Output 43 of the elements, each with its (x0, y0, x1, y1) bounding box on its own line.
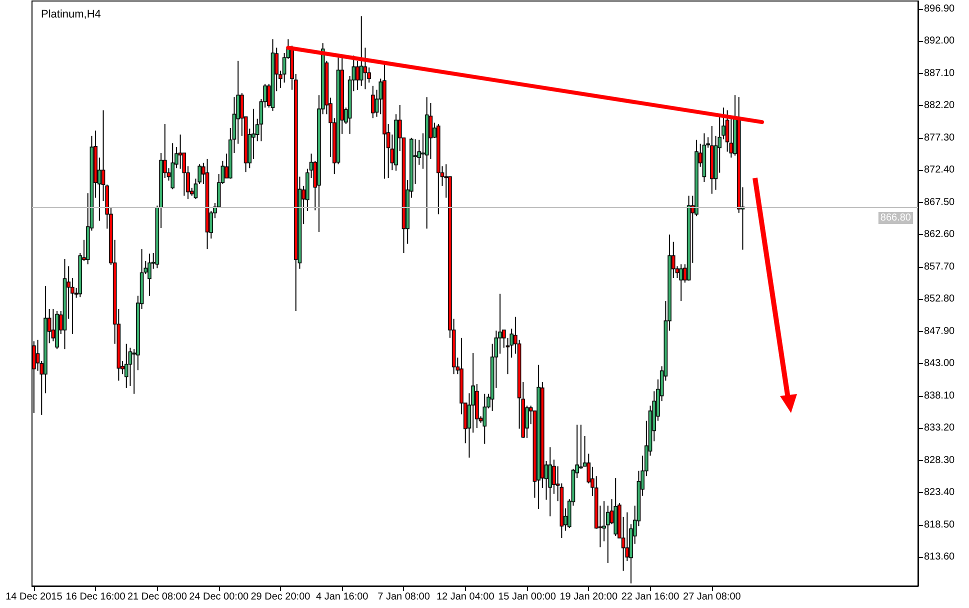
candlestick (548, 446, 552, 517)
x-tick-label: 27 Jan 08:00 (682, 592, 742, 602)
y-tick-label: 828.30 (924, 454, 956, 466)
candlestick (124, 343, 128, 388)
y-tick-label: 892.00 (924, 36, 956, 47)
candlestick (356, 60, 360, 90)
y-tick-label: 857.70 (924, 261, 956, 272)
y-tick-label: 818.50 (924, 519, 956, 530)
candlestick (579, 424, 583, 470)
y-tick-label: 877.30 (924, 132, 956, 144)
y-tick-label: 887.10 (924, 68, 956, 79)
y-tick-label: 852.80 (924, 294, 956, 305)
candlestick (148, 253, 152, 296)
y-tick-label: 833.20 (924, 422, 956, 434)
x-tick-label: 19 Jan 20:00 (560, 592, 618, 602)
y-tick-label: 843.00 (924, 358, 956, 370)
candlestick (178, 134, 182, 170)
y-tick-label: 862.60 (924, 229, 956, 240)
x-tick-label: 29 Dec 20:00 (250, 592, 311, 602)
text: Platinum,H4 (41, 8, 101, 20)
y-tick-label: 813.60 (924, 552, 956, 563)
x-tick-label: 15 Jan 00:00 (498, 592, 556, 602)
x-tick-label: 14 Dec 2015 (6, 592, 63, 602)
y-tick-label: 882.20 (924, 100, 956, 112)
x-tick-label: 7 Jan 08:00 (378, 592, 430, 602)
x-tick-label: 21 Dec 08:00 (127, 592, 188, 602)
y-tick-label: 823.40 (924, 487, 956, 498)
candlestick (428, 102, 433, 160)
x-tick-label: 24 Dec 00:00 (189, 592, 250, 602)
x-tick-label: 4 Jan 16:00 (316, 592, 369, 602)
y-tick-label: 838.10 (924, 390, 956, 402)
candlestick (359, 16, 364, 86)
x-tick-label: 12 Jan 04:00 (436, 592, 495, 602)
candlestick (679, 264, 683, 302)
y-tick-label: 872.40 (924, 164, 956, 176)
x-tick-label: 22 Jan 16:00 (621, 592, 680, 602)
y-tick-label: 867.50 (924, 196, 956, 208)
ref-line-label: 866.80 (880, 212, 912, 224)
y-tick-label: 896.90 (924, 3, 956, 14)
candlestick (482, 393, 487, 444)
x-tick-label: 16 Dec 16:00 (66, 592, 126, 602)
candlestick (371, 85, 375, 119)
y-tick-label: 847.90 (924, 326, 956, 337)
